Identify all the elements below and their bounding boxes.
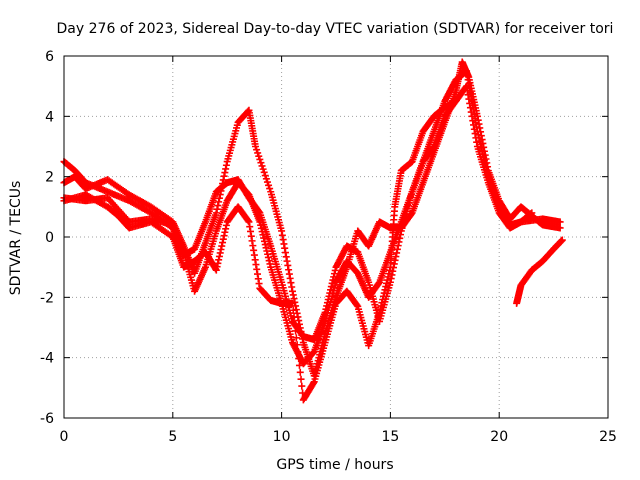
x-tick-label: 20	[490, 429, 508, 445]
data-point	[261, 172, 269, 180]
data-point	[254, 149, 262, 157]
x-tick-label: 15	[381, 429, 399, 445]
series-track-3	[60, 82, 536, 344]
series-track-1	[60, 67, 564, 368]
grid	[64, 56, 608, 418]
x-tick-label: 10	[273, 429, 291, 445]
data-point	[291, 320, 299, 328]
data-point	[262, 175, 270, 183]
data-point	[452, 97, 460, 105]
data-point	[556, 218, 564, 226]
data-point	[260, 168, 268, 176]
data-point	[296, 368, 304, 376]
y-axis-label: SDTVAR / TECUs	[8, 181, 24, 296]
y-tick-label: 6	[45, 49, 54, 65]
data-point	[256, 155, 264, 163]
data-point	[259, 165, 267, 173]
series-track-4	[60, 97, 460, 404]
data-point	[265, 181, 273, 189]
chart-title: Day 276 of 2023, Sidereal Day-to-day VTE…	[57, 21, 614, 37]
data-point	[556, 224, 564, 232]
x-axis-label: GPS time / hours	[276, 457, 393, 473]
x-tick-label: 25	[599, 429, 617, 445]
y-tick-label: -4	[40, 351, 54, 367]
data-point	[292, 334, 300, 342]
data-point	[295, 355, 303, 363]
data-point	[290, 313, 298, 321]
data-point	[558, 236, 566, 244]
data-point	[251, 143, 259, 150]
series-track-5	[513, 236, 566, 307]
y-tick-label: 0	[45, 230, 54, 246]
data-points	[60, 58, 566, 404]
x-tick-label: 0	[60, 429, 69, 445]
axis-ticks: 0 5 10 15 20 25 -6 -4 -2 0 2 4 6	[40, 49, 617, 445]
data-point	[528, 209, 536, 217]
data-point	[295, 361, 303, 369]
data-point	[288, 299, 296, 307]
y-tick-label: -6	[40, 411, 54, 427]
data-point	[263, 178, 271, 186]
data-point	[298, 382, 306, 390]
data-point	[289, 306, 297, 314]
x-tick-label: 5	[168, 429, 177, 445]
data-point	[266, 185, 274, 193]
data-point	[253, 146, 261, 154]
y-tick-label: 4	[45, 109, 54, 125]
data-point	[258, 162, 266, 170]
data-point	[293, 341, 301, 349]
data-point	[292, 327, 300, 335]
data-point	[297, 375, 305, 383]
data-point	[255, 152, 263, 160]
data-point	[294, 348, 302, 356]
y-tick-label: 2	[45, 170, 54, 186]
data-point	[257, 159, 265, 167]
y-tick-label: -2	[40, 290, 54, 306]
